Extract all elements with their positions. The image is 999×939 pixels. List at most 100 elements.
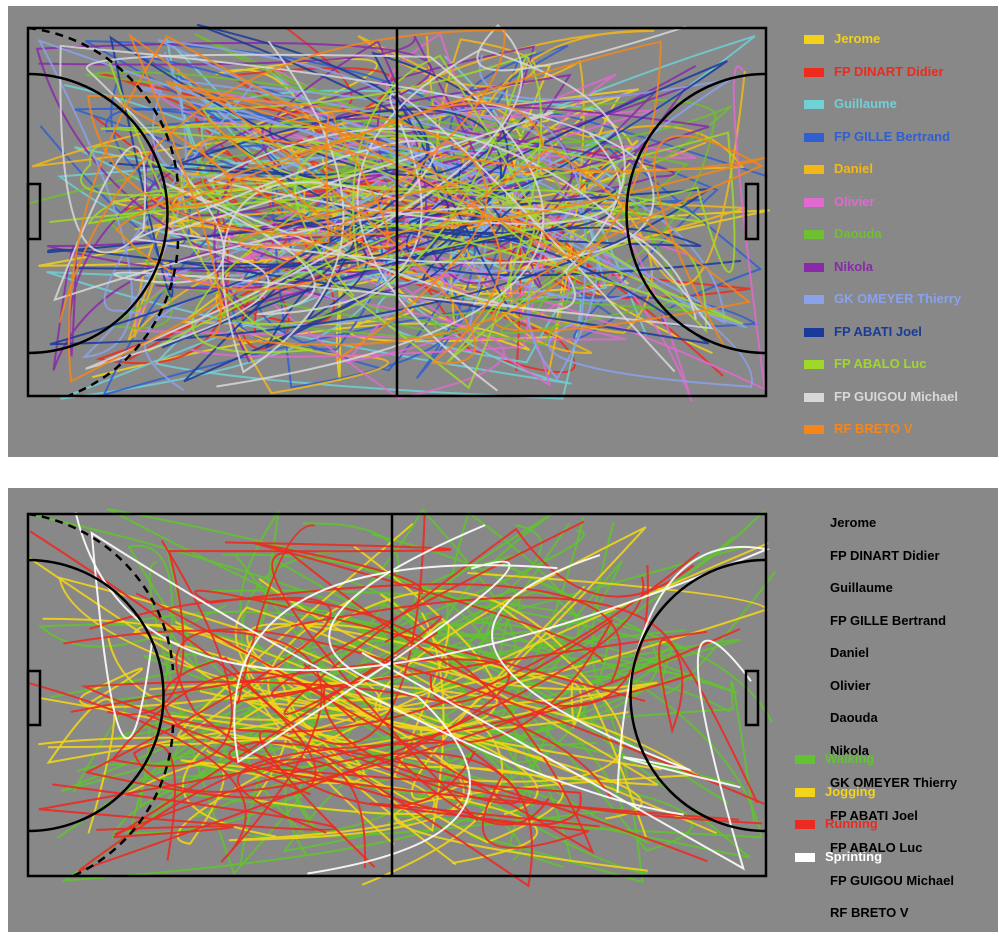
legend-label: Olivier (834, 193, 875, 209)
trajectory-walking (521, 713, 694, 852)
legend-swatch (804, 230, 824, 239)
trajectory-nikola (52, 45, 690, 371)
trajectory-fp-guigou-michael (53, 44, 697, 320)
player-name-label: FP GILLE Bertrand (830, 612, 947, 628)
legend-label: Walking (825, 751, 875, 766)
trajectory-running (77, 576, 645, 872)
player-trajectories-panel: Jerome FP DINART Didier Guillaume FP GILLE … (8, 6, 998, 457)
legend-label: RF BRETO V (834, 421, 913, 436)
legend-swatch (795, 755, 815, 764)
legend-label: Jerome (834, 31, 881, 46)
legend-label: GK OMEYER Thierry (834, 291, 962, 306)
trajectory-rf-breto-v (87, 80, 766, 362)
player-name-label: FP ABATI Joel (830, 807, 918, 823)
legend-label: FP ABATI Joel (834, 323, 922, 339)
trajectory-fp-abalo-luc (158, 54, 744, 325)
legend-label: Daniel (834, 161, 874, 176)
trajectory-walking (175, 680, 755, 822)
trajectory-running (80, 551, 700, 800)
legend-label: Guillaume (834, 96, 897, 111)
court-lines (26, 26, 768, 398)
player-name-label: Daniel (830, 645, 870, 660)
player-name-label: Daouda (830, 710, 878, 725)
legend-label: FP GILLE Bertrand (834, 128, 951, 144)
trajectory-rf-breto-v (115, 101, 764, 346)
trajectory-sprinting (74, 512, 771, 793)
speed-legend: Walking Jogging Running Sprinting (795, 750, 915, 870)
trajectory-running (114, 729, 533, 888)
legend-swatch (804, 35, 824, 44)
legend-label: Running (825, 816, 878, 831)
player-name-label: FP ABALO Luc (830, 840, 923, 855)
trajectory-fp-guigou-michael (85, 53, 714, 388)
trajectory-sprinting (491, 554, 741, 789)
legend-swatch (804, 360, 824, 369)
trajectory-jogging (107, 572, 768, 721)
legend-swatch (804, 165, 824, 174)
player-name-label: Guillaume (830, 580, 893, 595)
legend-label: FP GUIGOU Michael (834, 388, 959, 404)
trajectory-fp-guigou-michael (85, 23, 686, 374)
player-name-label: FP GUIGOU Michael (830, 872, 955, 888)
trajectory-fp-gille-bertrand (140, 44, 769, 351)
legend-label: Daouda (834, 226, 882, 241)
trajectory-fp-abati-joel (49, 23, 713, 349)
trajectory-walking (37, 604, 317, 797)
player-name-label: GK OMEYER Thierry (830, 775, 958, 790)
trajectory-layer (27, 507, 777, 888)
trajectory-running (107, 541, 452, 716)
legend-label: Jogging (825, 783, 876, 799)
trajectory-olivier (135, 32, 691, 341)
trajectory-running (27, 629, 323, 863)
trajectory-jogging (28, 557, 564, 844)
legend-label: Nikola (834, 258, 874, 274)
player-name-label: Nikola (830, 742, 870, 758)
trajectory-gk-omeyer-thierry (103, 85, 554, 326)
trajectory-jogging (246, 593, 578, 702)
trajectory-running (234, 524, 708, 704)
trajectory-jogging (180, 684, 538, 865)
trajectory-fp-abati-joel (47, 108, 710, 350)
trajectory-fp-guigou-michael (161, 48, 676, 392)
legend-swatch (804, 132, 824, 142)
trajectory-jogging (133, 623, 539, 816)
trajectory-sprinting (90, 531, 684, 816)
trajectory-running (228, 741, 740, 863)
trajectory-jogging (122, 542, 769, 845)
legend-swatch (804, 197, 824, 207)
player-name-label: Olivier (830, 677, 871, 693)
court-lines (26, 512, 768, 878)
legend-label: FP ABALO Luc (834, 356, 927, 371)
trajectory-layer (29, 23, 770, 402)
legend-swatch (795, 852, 815, 862)
trajectory-running (29, 530, 332, 799)
legend-swatch (795, 820, 815, 829)
legend-swatch (804, 327, 824, 337)
trajectory-running (96, 615, 443, 839)
trajectory-running (132, 628, 741, 861)
legend-swatch (804, 392, 824, 402)
court-top (26, 23, 770, 402)
court-bottom (26, 507, 777, 888)
trajectory-jogging (79, 664, 468, 708)
legend-swatch (804, 100, 824, 109)
trajectory-sprinting (233, 560, 558, 764)
trajectory-fp-abati-joel (73, 35, 742, 298)
legend-swatch (804, 295, 824, 304)
trajectory-fp-abati-joel (183, 51, 618, 383)
trajectory-running (110, 539, 357, 768)
player-legend: Jerome FP DINART Didier Guillaume FP GILLE … (804, 30, 994, 450)
trajectory-running (290, 596, 759, 804)
trajectory-jerome (38, 133, 770, 379)
trajectory-running (175, 628, 765, 807)
legend-swatch (804, 425, 824, 434)
trajectory-sprinting (361, 639, 752, 871)
player-name-label: FP DINART Didier (830, 547, 940, 563)
legend-label: Sprinting (825, 848, 883, 864)
legend-swatch (804, 262, 824, 272)
legend-label: FP DINART Didier (834, 63, 944, 79)
legend-swatch (804, 67, 824, 77)
trajectory-running (271, 551, 649, 822)
trajectory-rf-breto-v (58, 29, 583, 383)
legend-swatch (795, 787, 815, 797)
